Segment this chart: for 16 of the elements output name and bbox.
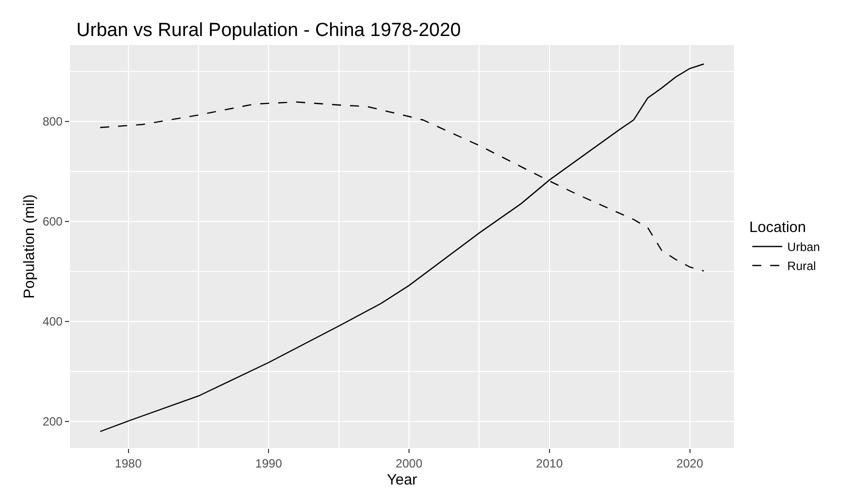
y-tick-label: 200 [42, 414, 63, 429]
y-tick-label: 400 [42, 314, 63, 329]
y-tick-label: 600 [42, 214, 63, 229]
x-tick-label: 1990 [255, 456, 282, 470]
y-tick-label: 800 [42, 114, 63, 129]
legend-label: Urban [787, 240, 820, 254]
x-tick-label: 2000 [396, 456, 423, 470]
x-tick-label: 1980 [114, 456, 142, 470]
line-series [100, 63, 704, 432]
y-axis-title: Population (mil) [20, 194, 38, 299]
x-axis-title: Year [386, 471, 418, 488]
legend-label: Rural [787, 259, 816, 274]
x-tick-label: 2020 [676, 456, 704, 470]
x-tick-label: 2010 [536, 456, 564, 470]
legend-title: Location [749, 219, 806, 236]
chart-title: Urban vs Rural Population - China 1978-2020 [76, 20, 461, 41]
